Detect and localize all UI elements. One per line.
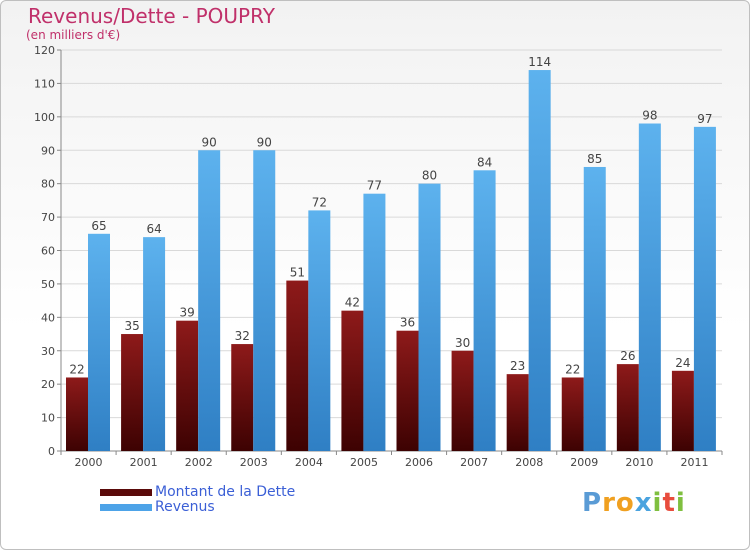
logo-letter: x	[634, 488, 653, 518]
data-label-revenus: 80	[422, 169, 437, 183]
logo-letter: P	[582, 488, 603, 518]
data-label-dette: 22	[565, 362, 580, 376]
bar-revenus	[88, 233, 110, 451]
data-label-revenus: 98	[642, 109, 657, 123]
legend-label-revenus: Revenus	[155, 499, 215, 515]
bar-revenus	[418, 183, 441, 451]
data-label-revenus: 77	[367, 179, 382, 193]
chart-subtitle: (en milliers d'€)	[26, 28, 121, 42]
x-tick-label: 2009	[570, 456, 598, 469]
bar-revenus	[363, 193, 386, 452]
chart-title: Revenus/Dette - POUPRY	[28, 4, 275, 28]
bar-revenus	[583, 166, 606, 452]
data-label-dette: 26	[620, 349, 635, 363]
x-tick-label: 2003	[240, 456, 268, 469]
x-tick-label: 2001	[130, 456, 158, 469]
data-label-revenus: 85	[587, 152, 602, 166]
logo-letter: i	[652, 488, 663, 518]
x-tick-label: 2004	[295, 456, 323, 469]
data-label-dette: 39	[180, 306, 195, 320]
data-label-revenus: 72	[312, 195, 327, 209]
y-tick-label: 120	[34, 44, 55, 57]
bar-revenus	[473, 170, 496, 452]
x-tick-label: 2011	[680, 456, 708, 469]
data-label-revenus: 90	[202, 135, 217, 149]
y-tick-label: 100	[34, 111, 55, 124]
bar-revenus	[693, 126, 716, 451]
y-tick-label: 10	[41, 412, 55, 425]
y-tick-label: 30	[41, 345, 55, 358]
bar-dette	[671, 370, 694, 451]
x-tick-label: 2007	[460, 456, 488, 469]
y-tick-label: 80	[41, 178, 55, 191]
y-tick-label: 40	[41, 311, 55, 324]
logo-letter: i	[675, 488, 686, 518]
bar-dette	[66, 377, 88, 451]
y-tick-label: 110	[34, 77, 55, 90]
y-tick-label: 70	[41, 211, 55, 224]
y-tick-label: 0	[48, 445, 55, 458]
bar-dette	[451, 350, 474, 451]
data-label-dette: 32	[235, 329, 250, 343]
bar-revenus	[308, 210, 331, 451]
y-tick-label: 20	[41, 378, 55, 391]
legend-swatch-dette	[100, 489, 152, 496]
bar-revenus	[528, 70, 551, 452]
data-label-dette: 23	[510, 359, 525, 373]
data-label-dette: 51	[290, 266, 305, 280]
bar-dette	[121, 334, 144, 451]
data-label-revenus: 90	[257, 135, 272, 149]
bar-dette	[286, 280, 309, 451]
proxiti-logo: Proxiti	[582, 488, 686, 518]
bar-dette	[341, 310, 364, 451]
data-label-dette: 36	[400, 316, 415, 330]
data-label-revenus: 65	[91, 219, 106, 233]
bar-dette	[396, 330, 419, 451]
data-label-dette: 22	[69, 362, 84, 376]
bar-dette	[561, 377, 584, 451]
data-label-revenus: 64	[146, 222, 161, 236]
bar-revenus	[143, 237, 166, 451]
bar-revenus	[638, 123, 661, 452]
bar-revenus	[253, 150, 276, 451]
x-tick-label: 2005	[350, 456, 378, 469]
bar-dette	[616, 364, 639, 451]
data-label-dette: 35	[124, 319, 139, 333]
legend-swatch-revenus	[100, 504, 152, 511]
legend-label-dette: Montant de la Dette	[155, 484, 296, 500]
x-tick-label: 2006	[405, 456, 433, 469]
data-label-revenus: 84	[477, 155, 492, 169]
y-tick-label: 50	[41, 278, 55, 291]
x-tick-label: 2010	[625, 456, 653, 469]
x-tick-label: 2008	[515, 456, 543, 469]
bar-dette	[506, 374, 529, 451]
logo-letter: r	[602, 488, 616, 518]
data-label-revenus: 97	[697, 112, 712, 126]
data-label-revenus: 114	[528, 55, 551, 69]
y-tick-label: 60	[41, 245, 55, 258]
bar-dette	[231, 344, 254, 451]
logo-letter: t	[662, 488, 676, 518]
logo-letter: o	[615, 488, 635, 518]
data-label-dette: 24	[675, 356, 690, 370]
x-tick-label: 2002	[185, 456, 213, 469]
data-label-dette: 30	[455, 336, 470, 350]
y-tick-label: 90	[41, 144, 55, 157]
data-label-dette: 42	[345, 296, 360, 310]
bar-revenus	[198, 150, 221, 451]
bar-dette	[176, 320, 199, 451]
x-tick-label: 2000	[75, 456, 103, 469]
